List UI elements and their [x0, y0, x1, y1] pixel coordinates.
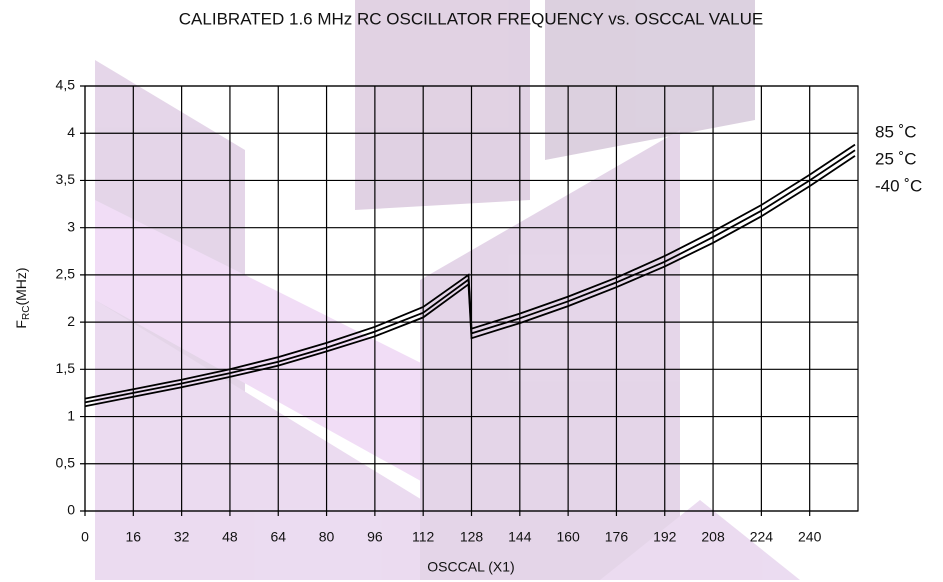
y-axis-label-part: (MHz)	[13, 267, 29, 305]
watermark	[95, 0, 800, 580]
y-tick-label: 4,5	[56, 77, 76, 93]
x-tick-label: 80	[319, 529, 335, 545]
legend-label: 85 ˚C	[875, 122, 917, 141]
y-tick-label: 3	[67, 218, 75, 234]
x-axis-label: OSCCAL (X1)	[427, 559, 514, 575]
x-tick-label: 176	[605, 529, 629, 545]
x-tick-label: 128	[460, 529, 484, 545]
x-tick-label: 64	[270, 529, 286, 545]
x-tick-label: 208	[701, 529, 725, 545]
y-axis-label: FRC(MHz)	[13, 267, 32, 328]
x-tick-label: 32	[174, 529, 190, 545]
y-tick-label: 3,5	[56, 171, 76, 187]
x-tick-label: 240	[798, 529, 822, 545]
y-tick-label: 2,5	[56, 266, 76, 282]
legend-label: 25 ˚C	[875, 149, 917, 168]
plot-frame	[84, 85, 859, 512]
y-tick-label: 0	[67, 502, 75, 518]
y-tick-label: 2	[67, 313, 75, 329]
chart-title: CALIBRATED 1.6 MHz RC OSCILLATOR FREQUEN…	[179, 9, 763, 28]
x-tick-label: 0	[81, 529, 89, 545]
y-axis-label-part: RC	[21, 306, 32, 320]
y-tick-label: 1	[67, 407, 75, 423]
x-tick-label: 112	[412, 529, 435, 545]
x-tick-label: 160	[556, 529, 580, 545]
y-tick-label: 0,5	[56, 454, 76, 470]
x-tick-label: 16	[126, 529, 142, 545]
y-axis-label-part: F	[13, 320, 29, 329]
legend-label: -40 ˚C	[875, 176, 922, 195]
x-tick-label: 224	[750, 529, 774, 545]
series-line	[84, 155, 856, 408]
x-tick-label: 144	[508, 529, 532, 545]
x-tick-label: 192	[653, 529, 677, 545]
x-tick-label: 96	[367, 529, 383, 545]
y-tick-label: 4	[67, 124, 75, 140]
x-tick-label: 48	[222, 529, 238, 545]
y-tick-label: 1,5	[56, 360, 76, 376]
